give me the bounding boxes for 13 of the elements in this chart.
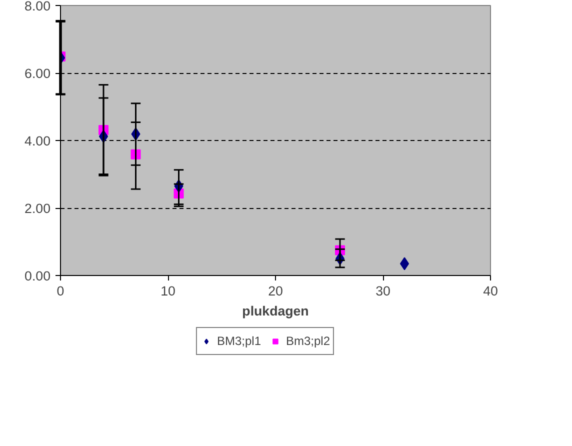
x-tick-label: 0 — [56, 284, 64, 298]
legend-label: BM3;pl1 — [216, 334, 261, 348]
x-tick-label: 30 — [376, 284, 390, 298]
y-tick-label: 4.00 — [24, 134, 51, 148]
x-tick-label: 20 — [268, 284, 283, 298]
y-tick-label: 2.00 — [24, 201, 51, 216]
y-tick-label: 8.00 — [24, 0, 51, 14]
legend-label: Bm3;pl2 — [286, 334, 330, 348]
y-tick-label: 6.00 — [24, 66, 51, 81]
x-tick-label: 40 — [483, 284, 498, 298]
x-tick-label: 10 — [160, 284, 176, 298]
x-axis-title: plukdagen — [242, 304, 309, 318]
y-tick-label: 0.00 — [24, 268, 51, 284]
